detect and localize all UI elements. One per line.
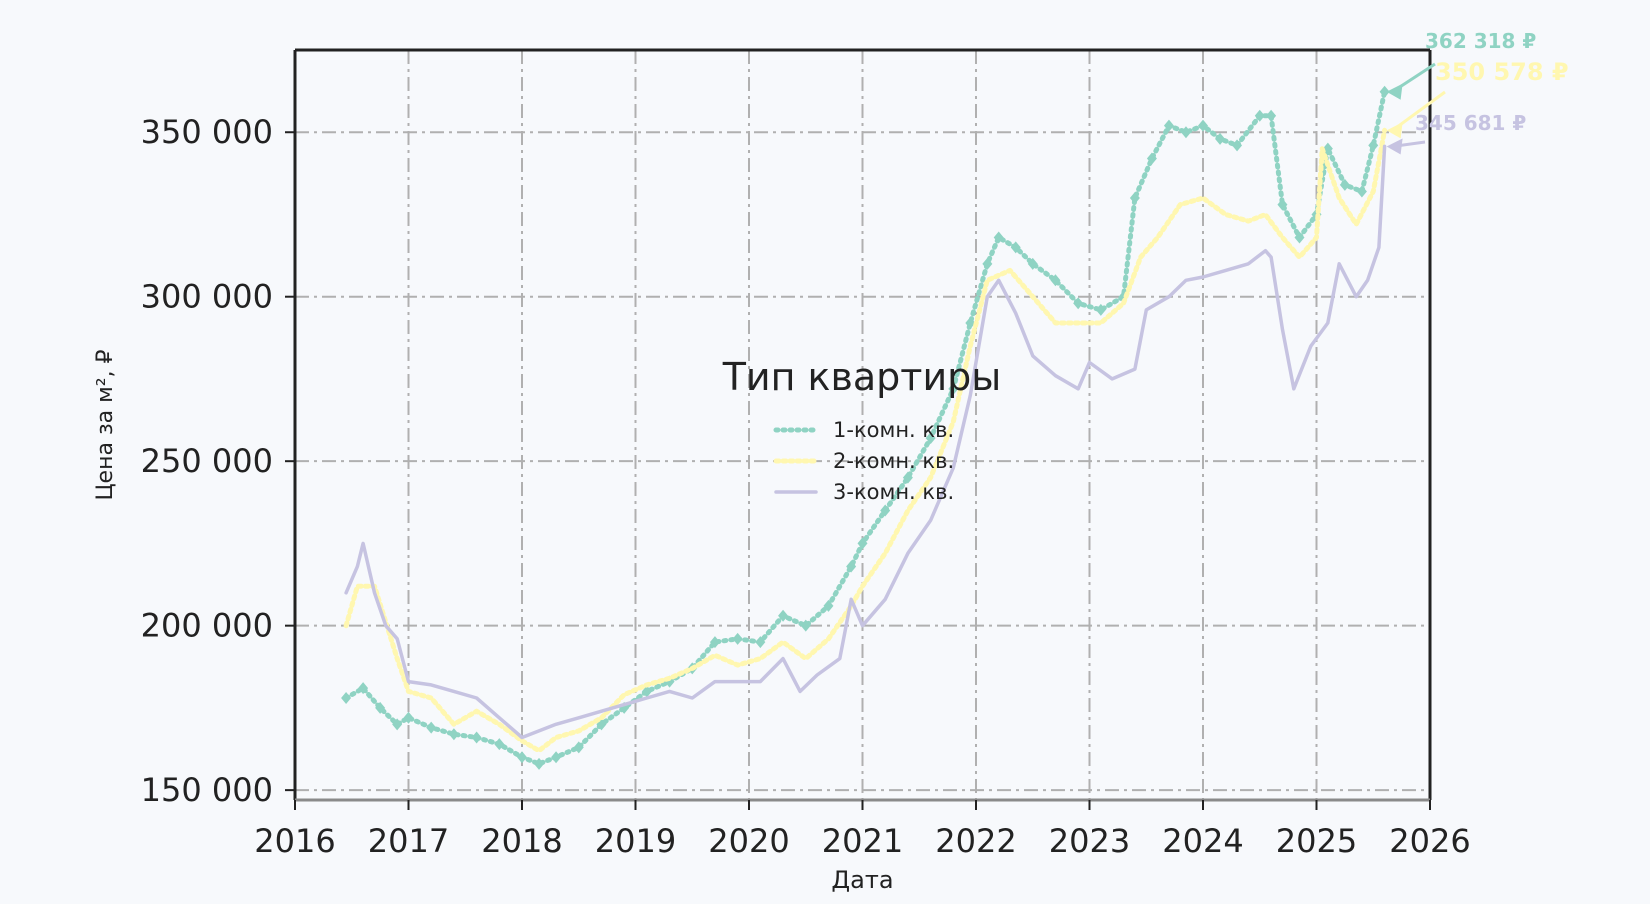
series-marker	[800, 619, 811, 632]
series-marker	[641, 685, 652, 698]
series-marker	[1050, 274, 1061, 287]
series-marker	[375, 701, 386, 714]
series-marker	[846, 560, 857, 573]
series-marker	[517, 751, 527, 764]
y-tick-label: 250 000	[141, 442, 273, 480]
series-marker	[1215, 132, 1226, 145]
legend-entry-3: 3-комн. кв.	[833, 480, 954, 504]
annotation-arrowhead	[1386, 83, 1403, 100]
x-tick-label: 2020	[708, 822, 789, 860]
x-tick-label: 2017	[368, 822, 449, 860]
series-marker	[1254, 109, 1265, 122]
series-marker	[534, 757, 545, 770]
annotation-arrowhead	[1386, 138, 1403, 155]
x-tick-label: 2022	[935, 822, 1016, 860]
series-marker	[471, 731, 482, 744]
series-marker	[948, 382, 959, 395]
series-layer	[341, 85, 1390, 770]
annotation-label: 362 318 ₽	[1425, 29, 1536, 53]
series-marker	[965, 317, 976, 330]
annotation-label: 350 578 ₽	[1435, 58, 1569, 86]
x-tick-label: 2024	[1162, 822, 1243, 860]
series-marker	[857, 537, 868, 550]
series-marker	[1180, 126, 1191, 139]
annotation-label: 345 681 ₽	[1415, 111, 1526, 135]
annotations: 362 318 ₽ 350 578 ₽ 345 681 ₽	[1386, 29, 1569, 155]
series-marker	[551, 751, 562, 764]
series-marker	[1368, 139, 1379, 152]
annotation-arrowhead	[1386, 122, 1403, 139]
series-marker	[732, 632, 743, 645]
legend-entry-1: 1-комн. кв.	[833, 418, 954, 442]
series-marker	[358, 682, 369, 695]
x-tick-label: 2016	[254, 822, 335, 860]
x-tick-label: 2026	[1389, 822, 1470, 860]
series-marker	[1356, 185, 1367, 198]
series-marker	[1095, 303, 1106, 316]
series-marker	[403, 711, 414, 724]
series-marker	[925, 432, 936, 445]
series-marker	[778, 609, 789, 622]
axes: 2016 2017 2018 2019 2020 2021 2022 2023 2024 2025…	[93, 48, 1471, 894]
series-marker	[1379, 85, 1390, 98]
series-marker	[1266, 109, 1277, 122]
x-tick-label: 2021	[822, 822, 903, 860]
x-tick-label: 2025	[1276, 822, 1357, 860]
x-tick-label: 2018	[481, 822, 562, 860]
series-marker	[1198, 119, 1208, 132]
series-marker	[880, 504, 891, 517]
series-marker	[1129, 192, 1140, 205]
series-marker	[1232, 139, 1243, 152]
series-marker	[494, 738, 505, 751]
x-tick-label: 2023	[1049, 822, 1130, 860]
series-marker	[1146, 152, 1157, 165]
series-marker	[1277, 198, 1288, 211]
x-tick-label: 2019	[595, 822, 676, 860]
series-marker	[426, 721, 437, 734]
y-tick-label: 300 000	[141, 278, 273, 316]
series-marker	[448, 728, 459, 741]
series-marker	[823, 599, 834, 612]
series-marker	[755, 636, 766, 649]
legend: Тип квартиры 1-комн. кв. 2-комн. кв. 3-комн…	[722, 355, 1002, 504]
legend-title: Тип квартиры	[722, 355, 1002, 399]
series-marker	[1163, 119, 1174, 132]
series-marker	[341, 692, 352, 705]
series-marker	[1010, 241, 1021, 254]
y-tick-label: 350 000	[141, 113, 273, 151]
series-marker	[902, 471, 913, 484]
series-marker	[1339, 178, 1350, 191]
series-marker	[709, 636, 720, 649]
series-marker	[982, 257, 993, 270]
y-axis-label: Цена за м², ₽	[93, 349, 118, 500]
series-marker	[1073, 297, 1084, 310]
y-tick-label: 200 000	[141, 607, 273, 645]
series-line-3	[344, 144, 1387, 740]
series-marker	[573, 741, 584, 754]
series-marker	[392, 718, 403, 731]
series-marker	[1027, 257, 1038, 270]
series-line-2	[343, 127, 1388, 754]
legend-entry-2: 2-комн. кв.	[833, 449, 954, 473]
series-marker	[1294, 231, 1305, 244]
series-marker	[993, 231, 1004, 244]
y-tick-label: 150 000	[141, 771, 273, 809]
x-axis-label: Дата	[831, 866, 893, 894]
